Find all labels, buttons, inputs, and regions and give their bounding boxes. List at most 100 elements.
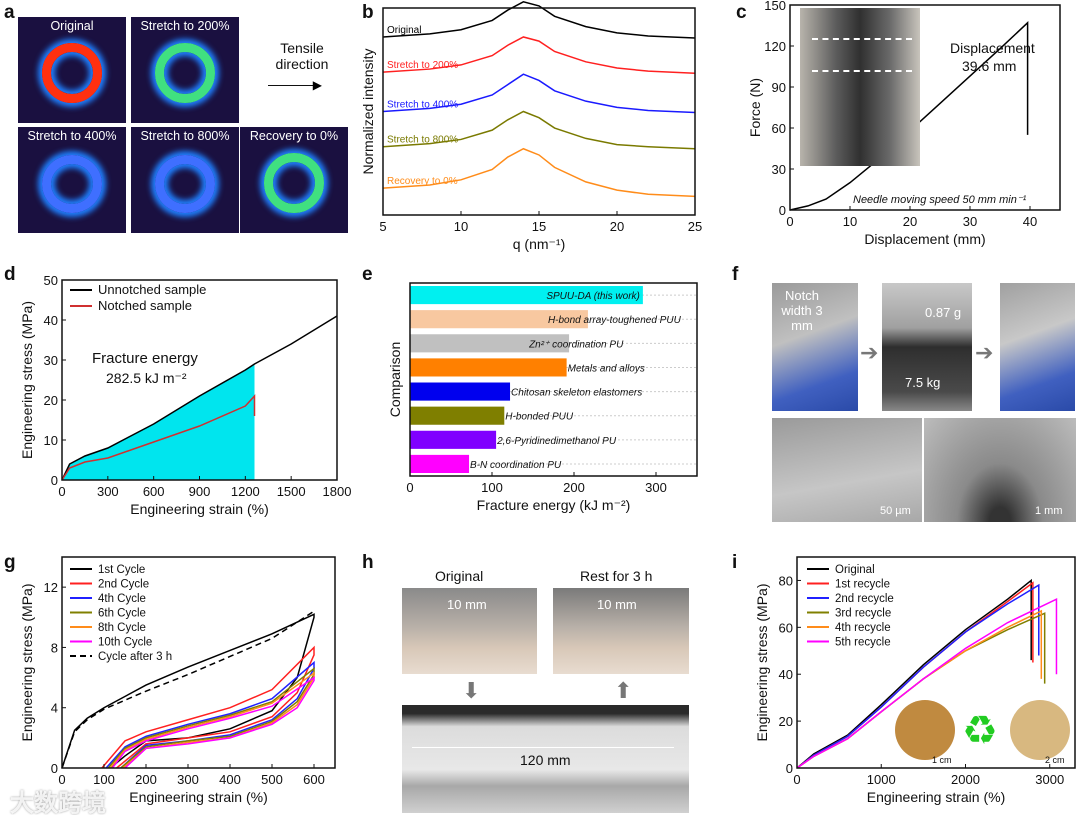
x-tick-label: 1200: [231, 484, 260, 499]
y-tick-label: 0: [779, 203, 786, 218]
panel-label-g: g: [4, 552, 16, 573]
y-tick-label: 120: [764, 39, 786, 54]
panel-label-h: h: [362, 552, 374, 573]
recycle-icon: ♻: [962, 709, 998, 753]
y-axis-label: Engineering stress (MPa): [19, 584, 35, 742]
x-tick-label: 40: [1023, 214, 1037, 229]
needle-speed-note: Needle moving speed 50 mm min⁻¹: [853, 194, 1027, 206]
bar-label: B-N coordination PU: [470, 460, 562, 471]
y-tick-label: 150: [764, 0, 786, 13]
bar-label: Chitosan skeleton elastomers: [511, 388, 642, 399]
y-axis-label: Engineering stress (MPa): [754, 584, 770, 742]
series-line: [61, 394, 256, 481]
series-line: [61, 613, 315, 769]
stretched-notch-photo: [1000, 283, 1075, 411]
saxs-tile: Stretch to 800%: [131, 127, 239, 233]
series-label: Stretch to 800%: [387, 135, 458, 146]
panel-label-a: a: [4, 2, 15, 23]
scale-1cm: 1 cm: [932, 755, 952, 765]
x-tick-label: 1500: [277, 484, 306, 499]
y-axis-label: Normalized intensity: [360, 48, 376, 174]
x-axis-label: Engineering strain (%): [867, 789, 1006, 805]
x-tick-label: 20: [903, 214, 917, 229]
y-tick-label: 0: [51, 473, 58, 488]
notch-width-label: Notch width 3 mm: [781, 288, 823, 333]
tile-label: Stretch to 800%: [140, 129, 230, 143]
y-axis-label: Engineering stress (MPa): [19, 301, 35, 459]
x-tick-label: 30: [963, 214, 977, 229]
x-tick-label: 10: [843, 214, 857, 229]
panel-label-f: f: [732, 264, 739, 285]
rest-label: Rest for 3 h: [580, 568, 653, 584]
series-label: Original: [387, 25, 421, 36]
y-tick-label: 20: [779, 714, 793, 729]
series-line: [382, 73, 696, 114]
plot-frame: [409, 282, 698, 477]
x-tick-label: 300: [177, 772, 199, 787]
bar-label: Zn²⁺ coordination PU: [528, 339, 624, 350]
series-line: [796, 598, 1058, 769]
scale-bar-1mm: 1 mm: [1035, 505, 1063, 517]
x-tick-label: 0: [793, 772, 800, 787]
x-tick-label: 1800: [323, 484, 352, 499]
x-tick-label: 300: [645, 480, 667, 495]
gauge-length-original: 10 mm: [447, 597, 487, 612]
length-arrow: [412, 747, 674, 748]
panel-label-e: e: [362, 264, 373, 285]
tile-label: Stretch to 400%: [27, 129, 117, 143]
y-tick-label: 10: [44, 433, 58, 448]
tensile-arrow-icon: ▶: [268, 78, 322, 92]
y-tick-label: 30: [44, 353, 58, 368]
sem-image-notch-edge: [772, 418, 922, 522]
x-tick-label: 3000: [1035, 772, 1064, 787]
y-tick-label: 20: [44, 393, 58, 408]
tile-label: Stretch to 200%: [140, 19, 230, 33]
bar: [410, 334, 570, 353]
legend-label: 6th Cycle: [98, 608, 146, 620]
saxs-tile: Original: [18, 17, 126, 123]
series-label: Stretch to 200%: [387, 60, 458, 71]
x-tick-label: 500: [261, 772, 283, 787]
legend-label: 4th Cycle: [98, 593, 146, 605]
tile-label: Recovery to 0%: [249, 129, 339, 143]
x-tick-label: 100: [93, 772, 115, 787]
stretched-sample-photo: [402, 705, 689, 813]
x-tick-label: 100: [481, 480, 503, 495]
series-line: [61, 315, 338, 481]
bar: [410, 382, 511, 401]
arrow-right-icon: ➔: [860, 340, 879, 365]
x-tick-label: 600: [143, 484, 165, 499]
needle-test-photo: [800, 8, 920, 166]
legend-label: Original: [835, 564, 875, 576]
bar: [410, 310, 588, 329]
legend-label: 1st recycle: [835, 579, 890, 591]
x-tick-label: 600: [303, 772, 325, 787]
legend-label: 4th recycle: [835, 622, 891, 634]
original-sample-photo: [402, 588, 537, 674]
legend-label: Unnotched sample: [98, 282, 206, 297]
y-tick-label: 0: [786, 761, 793, 776]
legend-label: 1st Cycle: [98, 564, 145, 576]
x-tick-label: 0: [786, 214, 793, 229]
bar-label: Metals and alloys: [568, 363, 645, 374]
series-label: Stretch to 400%: [387, 100, 458, 111]
y-axis-label: Force (N): [747, 78, 763, 137]
series-line: [382, 0, 696, 39]
y-tick-label: 8: [51, 640, 58, 655]
series-line: [382, 36, 696, 74]
weight-mass-label: 7.5 kg: [905, 375, 941, 390]
x-tick-label: 0: [58, 484, 65, 499]
x-axis-label: Fracture energy (kJ m⁻²): [477, 497, 631, 513]
y-axis-label: Comparison: [387, 342, 403, 417]
x-tick-label: 1000: [867, 772, 896, 787]
series-line: [111, 676, 315, 769]
weight-lifting-photo: [882, 283, 972, 411]
y-tick-label: 30: [772, 162, 786, 177]
x-axis-label: Engineering strain (%): [129, 789, 268, 805]
series-line: [382, 110, 696, 150]
original-label: Original: [435, 568, 484, 584]
y-tick-label: 90: [772, 80, 786, 95]
bar: [410, 430, 497, 449]
x-tick-label: 25: [688, 219, 702, 234]
